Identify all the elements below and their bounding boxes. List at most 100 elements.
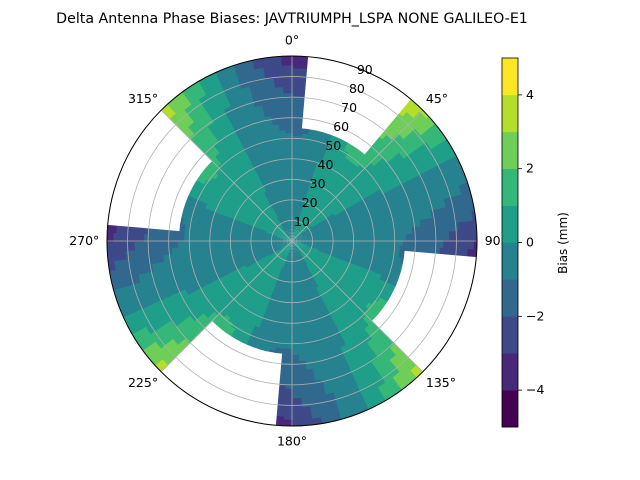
bias-cell bbox=[289, 227, 291, 232]
bias-cell bbox=[292, 234, 295, 239]
bias-cell bbox=[288, 296, 293, 301]
bias-cell bbox=[288, 234, 291, 239]
bias-cell bbox=[285, 242, 290, 245]
bias-cell bbox=[347, 237, 352, 242]
bias-cell bbox=[293, 250, 295, 255]
bias-cell bbox=[293, 243, 297, 247]
bias-cell bbox=[285, 237, 290, 240]
bias-cell bbox=[285, 241, 289, 243]
bias-cell bbox=[294, 239, 299, 241]
bias-cell bbox=[291, 284, 295, 289]
bias-cell bbox=[297, 243, 302, 246]
bias-cell bbox=[292, 247, 295, 251]
bias-cell bbox=[286, 187, 290, 192]
bias-cell bbox=[287, 235, 291, 239]
bias-cell bbox=[287, 256, 290, 261]
bias-cell bbox=[293, 246, 295, 251]
bias-cell bbox=[297, 242, 302, 245]
bias-cell bbox=[287, 231, 290, 236]
bias-cell bbox=[288, 187, 293, 192]
bias-cell bbox=[286, 242, 290, 246]
bias-cell bbox=[282, 237, 287, 240]
bias-cell bbox=[330, 198, 337, 205]
bias-cell bbox=[297, 237, 302, 240]
bias-cell bbox=[285, 237, 290, 240]
bias-cell bbox=[293, 243, 296, 248]
bias-cell bbox=[294, 293, 299, 298]
bias-cell bbox=[285, 242, 290, 245]
bias-cell bbox=[238, 240, 243, 245]
bias-cell bbox=[285, 238, 290, 240]
bias-cell bbox=[293, 271, 296, 276]
bias-cell bbox=[289, 234, 292, 239]
bias-cell bbox=[288, 243, 291, 248]
bias-cell bbox=[289, 243, 291, 248]
bias-cell bbox=[289, 234, 292, 239]
bias-cell bbox=[293, 221, 296, 226]
bias-cell bbox=[292, 244, 294, 248]
bias-cell bbox=[293, 246, 296, 251]
bias-cell bbox=[304, 242, 309, 245]
bias-cell bbox=[288, 246, 291, 251]
bias-cell bbox=[293, 243, 296, 248]
bias-cell bbox=[294, 252, 297, 257]
bias-cell bbox=[307, 243, 312, 246]
bias-cell bbox=[301, 238, 306, 240]
bias-cell bbox=[287, 246, 290, 251]
bias-cell bbox=[278, 242, 283, 244]
bias-cell bbox=[304, 242, 309, 244]
bias-cell bbox=[300, 236, 305, 239]
bias-cell bbox=[293, 235, 297, 239]
bias-cell bbox=[300, 237, 305, 240]
bias-cell bbox=[287, 249, 290, 254]
bias-cell bbox=[293, 243, 296, 248]
bias-cell bbox=[291, 296, 296, 301]
bias-cell bbox=[282, 241, 286, 244]
bias-cell bbox=[289, 250, 291, 255]
bias-cell bbox=[332, 275, 339, 282]
bias-cell bbox=[282, 242, 287, 245]
bias-cell bbox=[293, 234, 296, 239]
bias-cell bbox=[289, 231, 291, 236]
bias-cell bbox=[287, 235, 291, 239]
bias-cell bbox=[254, 242, 259, 246]
bias-cell bbox=[287, 243, 291, 247]
bias-cell bbox=[347, 240, 352, 245]
bias-cell bbox=[344, 240, 349, 245]
bias-cell bbox=[303, 243, 308, 246]
bias-cell bbox=[294, 286, 298, 292]
bias-cell bbox=[297, 236, 302, 239]
bias-cell bbox=[291, 181, 296, 186]
bias-cell bbox=[294, 237, 299, 240]
bias-cell bbox=[287, 243, 291, 247]
bias-cell bbox=[291, 293, 296, 298]
bias-cell bbox=[325, 236, 330, 240]
bias-cell bbox=[288, 181, 293, 186]
bias-cell bbox=[293, 227, 295, 232]
bias-cell bbox=[257, 242, 262, 245]
bias-cell bbox=[293, 243, 295, 248]
bias-cell bbox=[294, 221, 297, 226]
bias-cell bbox=[285, 242, 290, 245]
bias-cell bbox=[341, 235, 346, 239]
bias-cell bbox=[293, 235, 297, 239]
bias-cell bbox=[282, 237, 287, 240]
bias-cell bbox=[294, 231, 297, 236]
bias-cell bbox=[288, 256, 291, 261]
bias-cell bbox=[326, 194, 333, 201]
bias-cell bbox=[288, 253, 291, 258]
bias-cell bbox=[288, 246, 291, 251]
bias-cell bbox=[238, 243, 243, 247]
bias-cell bbox=[289, 193, 293, 198]
bias-cell bbox=[341, 240, 346, 245]
bias-cell bbox=[290, 230, 292, 235]
bias-cell bbox=[293, 224, 295, 229]
bias-cell bbox=[293, 234, 295, 239]
bias-cell bbox=[282, 242, 287, 245]
bias-cell bbox=[288, 243, 291, 248]
bias-cell bbox=[324, 192, 330, 199]
bias-cell bbox=[290, 234, 292, 238]
bias-cell bbox=[294, 237, 299, 240]
bias-cell bbox=[285, 237, 290, 240]
bias-cell bbox=[279, 242, 284, 245]
